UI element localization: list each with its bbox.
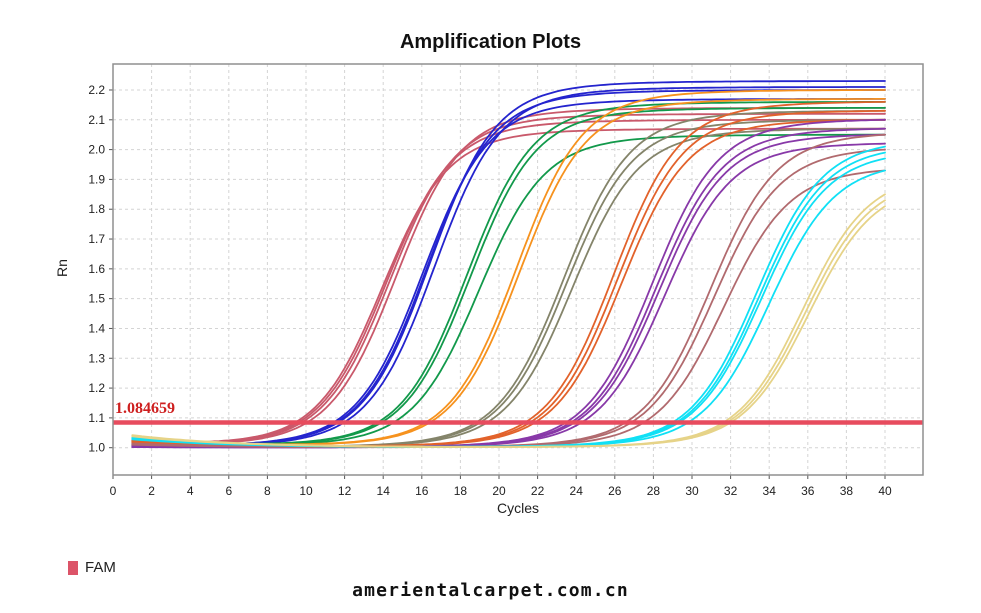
curve-group-01-crimson-rep3 [131, 112, 886, 445]
x-tick-label: 16 [415, 484, 429, 498]
y-tick-label: 2.2 [88, 83, 105, 97]
x-axis-label: Cycles [496, 500, 539, 516]
x-tick-label: 22 [531, 484, 545, 498]
legend-swatch-fam [68, 560, 78, 575]
y-tick-label: 2.1 [88, 113, 105, 127]
x-tick-label: 38 [840, 484, 854, 498]
watermark-text: amerientalcarpet.com.cn [352, 580, 629, 601]
curve-group-10-khaki-rep3 [131, 205, 886, 448]
y-axis-label: Rn [54, 259, 70, 277]
chart-title: Amplification Plots [399, 31, 582, 53]
legend-label-fam: FAM [85, 559, 116, 576]
y-tick-label: 1.0 [88, 441, 105, 455]
y-tick-label: 1.1 [88, 411, 105, 425]
x-tick-label: 8 [264, 484, 271, 498]
curve-group-10-khaki-rep1 [131, 193, 886, 448]
legend: FAM [68, 559, 116, 576]
y-tick-label: 1.4 [88, 321, 105, 335]
threshold-label: 1.084659 [115, 400, 175, 418]
curve-group-10-khaki-rep2 [131, 199, 886, 448]
y-tick-label: 1.2 [88, 381, 105, 395]
x-tick-label: 32 [724, 484, 738, 498]
x-tick-label: 2 [148, 484, 155, 498]
y-tick-label: 1.3 [88, 351, 105, 365]
x-tick-label: 20 [492, 484, 506, 498]
x-tick-label: 36 [801, 484, 815, 498]
x-tick-label: 6 [225, 484, 232, 498]
x-tick-label: 18 [454, 484, 468, 498]
y-tick-label: 2.0 [88, 143, 105, 157]
x-tick-label: 24 [570, 484, 584, 498]
x-tick-label: 12 [338, 484, 352, 498]
y-tick-label: 1.7 [88, 232, 105, 246]
x-tick-label: 0 [110, 484, 117, 498]
x-tick-label: 40 [878, 484, 892, 498]
y-tick-label: 1.6 [88, 262, 105, 276]
plot-border [112, 63, 924, 476]
curve-group-01-crimson-rep2 [131, 118, 886, 444]
x-tick-label: 28 [647, 484, 661, 498]
x-tick-label: 30 [685, 484, 699, 498]
x-tick-label: 34 [763, 484, 777, 498]
y-tick-label: 1.9 [88, 172, 105, 186]
y-tick-label: 1.5 [88, 292, 105, 306]
y-tick-label: 1.8 [88, 202, 105, 216]
curve-group-05-olive-rep2 [131, 118, 886, 448]
x-tick-label: 10 [299, 484, 313, 498]
x-tick-label: 14 [377, 484, 391, 498]
x-tick-label: 4 [187, 484, 194, 498]
x-tick-label: 26 [608, 484, 622, 498]
